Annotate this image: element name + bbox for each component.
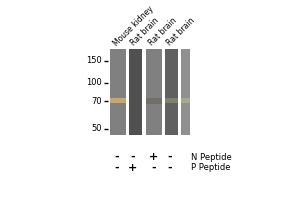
- Bar: [146, 49, 162, 135]
- Bar: [181, 49, 190, 135]
- Bar: [181, 98, 190, 103]
- Bar: [165, 49, 178, 135]
- Text: Rat brain: Rat brain: [147, 16, 179, 48]
- Text: 50: 50: [91, 124, 101, 133]
- Text: Rat brain: Rat brain: [130, 16, 161, 48]
- Bar: [110, 49, 126, 135]
- Text: 70: 70: [91, 97, 101, 106]
- Text: -: -: [168, 163, 172, 173]
- Text: 100: 100: [86, 78, 101, 87]
- Bar: [146, 98, 162, 104]
- Bar: [165, 98, 178, 103]
- Text: -: -: [168, 152, 172, 162]
- Text: -: -: [114, 163, 119, 173]
- Text: Mouse kidney: Mouse kidney: [111, 4, 155, 48]
- Bar: [110, 98, 126, 103]
- Text: 150: 150: [86, 56, 101, 65]
- Text: +: +: [149, 152, 158, 162]
- Text: -: -: [152, 163, 156, 173]
- Text: -: -: [130, 152, 135, 162]
- Text: +: +: [128, 163, 137, 173]
- Bar: [129, 49, 142, 135]
- Text: P Peptide: P Peptide: [191, 163, 230, 172]
- Text: N Peptide: N Peptide: [191, 153, 232, 162]
- Text: -: -: [114, 152, 119, 162]
- Text: Rat brain: Rat brain: [165, 16, 197, 48]
